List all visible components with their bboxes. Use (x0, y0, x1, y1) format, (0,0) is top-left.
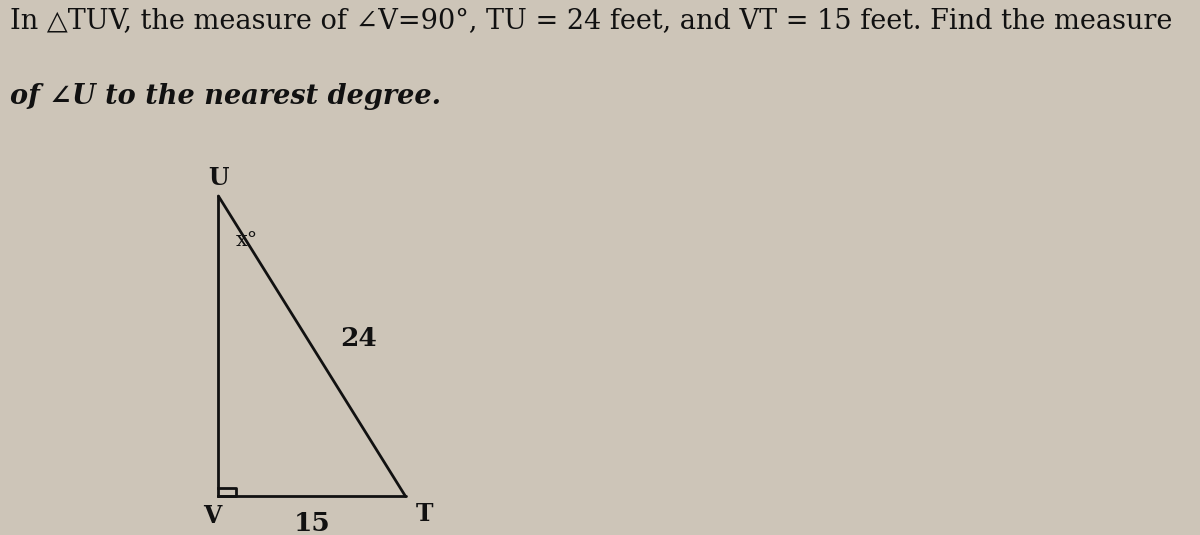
Text: T: T (415, 502, 433, 526)
Text: V: V (204, 504, 222, 528)
Text: of ∠U to the nearest degree.: of ∠U to the nearest degree. (10, 83, 440, 110)
Text: In △TUV, the measure of ∠V=90°, TU = 24 feet, and VT = 15 feet. Find the measure: In △TUV, the measure of ∠V=90°, TU = 24 … (10, 8, 1172, 35)
Text: 15: 15 (294, 511, 330, 535)
Text: 24: 24 (341, 326, 377, 351)
Text: U: U (208, 166, 229, 190)
Text: x°: x° (235, 231, 258, 250)
